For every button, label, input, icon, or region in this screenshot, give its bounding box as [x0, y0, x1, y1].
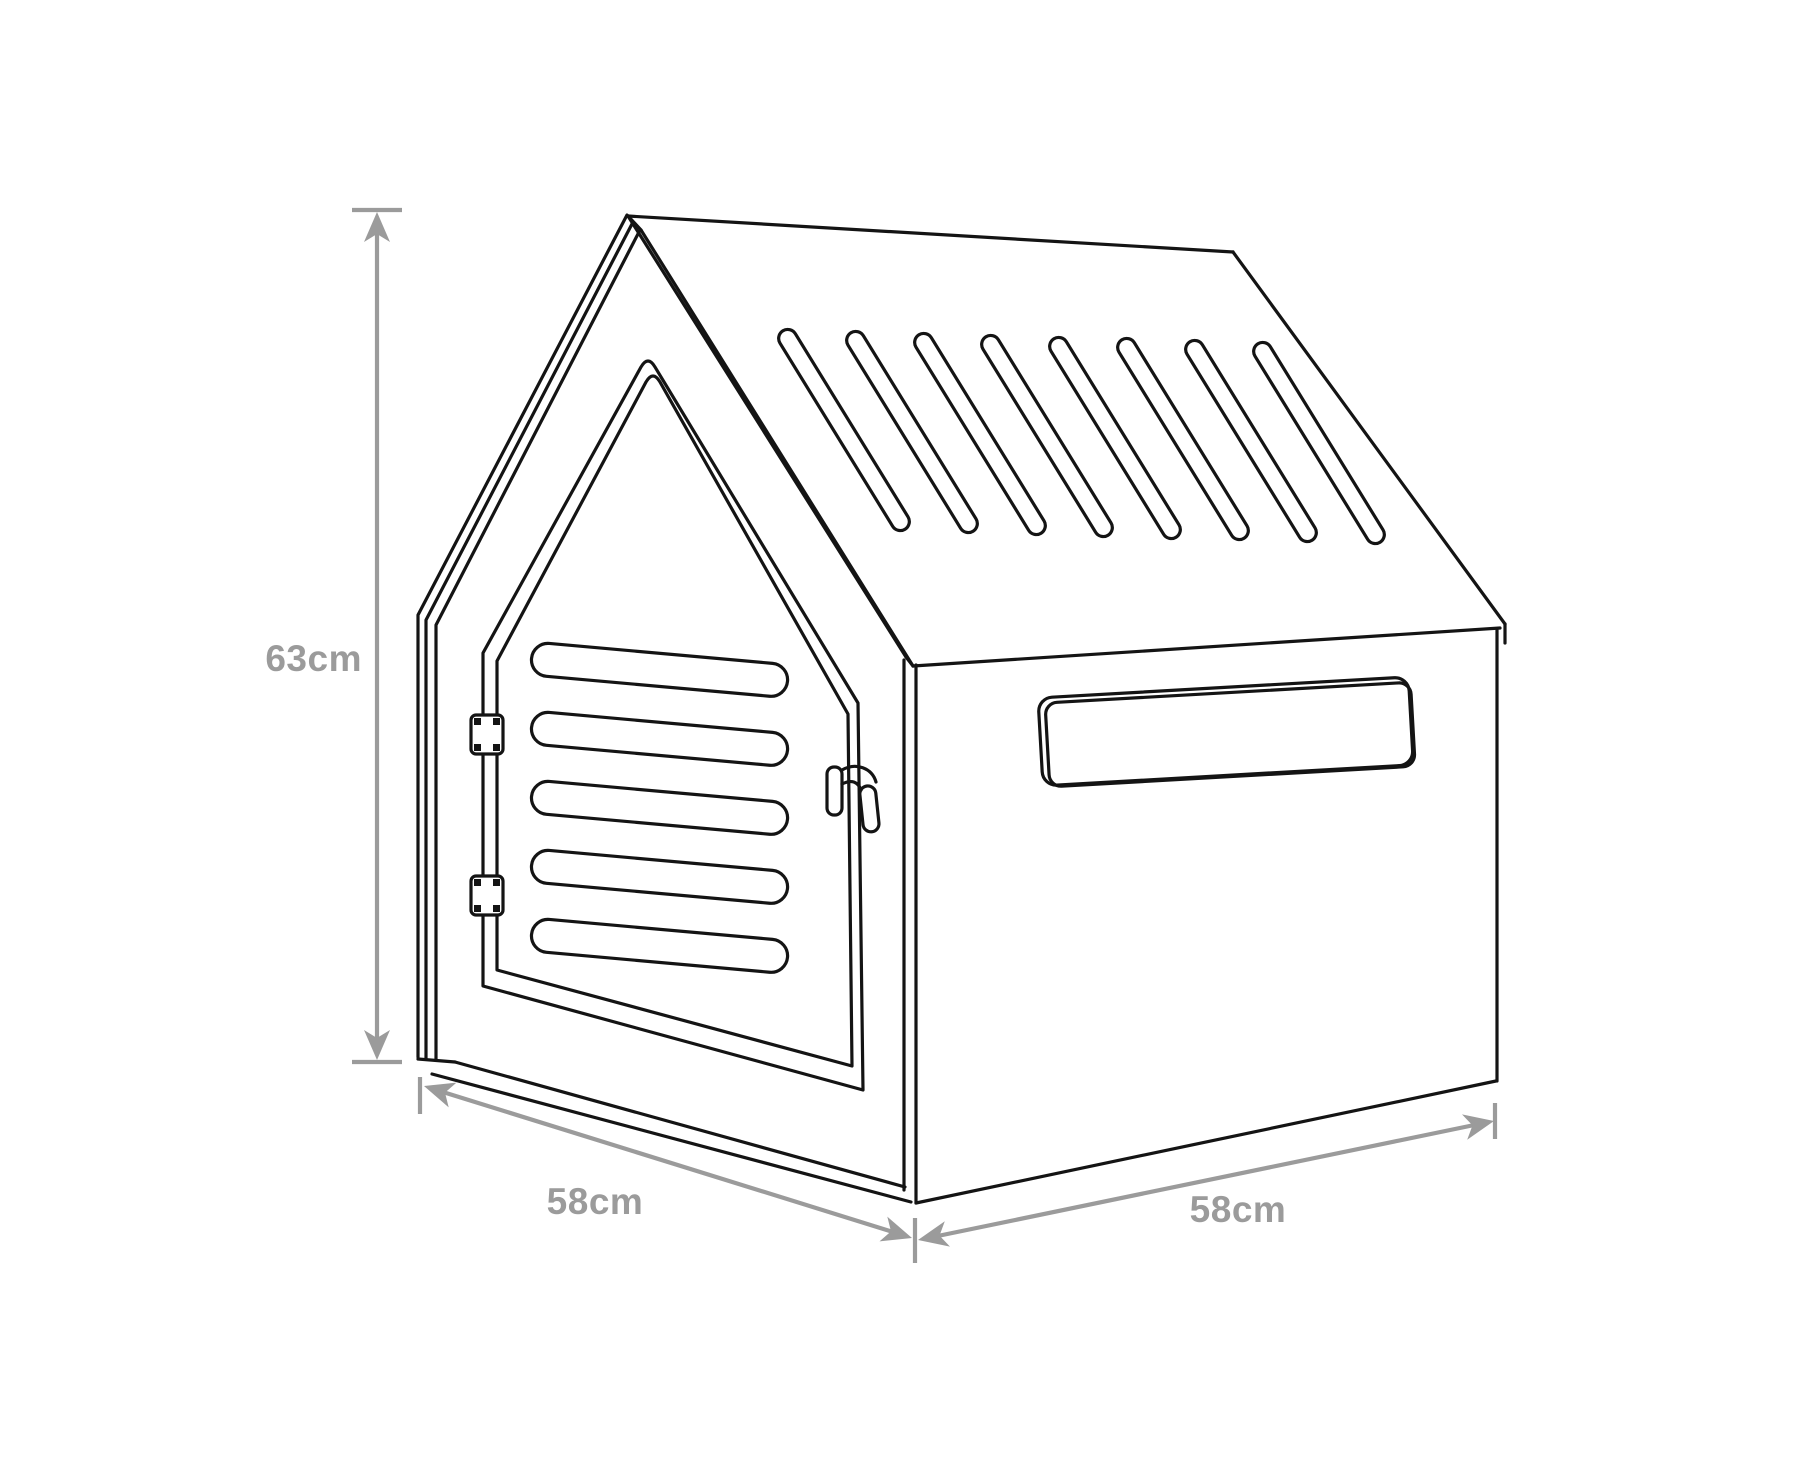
- hinge-screw: [493, 905, 500, 912]
- roof-vent-slot: [913, 331, 1047, 537]
- side-window: [1037, 676, 1417, 788]
- door-slat: [529, 779, 790, 836]
- door-hinge-bottom: [469, 874, 505, 917]
- roof-vent-slot: [1184, 338, 1318, 544]
- roof-vent-slot: [777, 327, 911, 533]
- hinge-screw: [493, 718, 500, 725]
- door-handle-hook: [825, 764, 881, 834]
- front-gable-wall: [416, 213, 918, 1205]
- handle-bridge-inner: [840, 779, 863, 792]
- roof-front-eave-inner: [639, 228, 915, 668]
- hinge-screw: [474, 744, 481, 751]
- roof: [626, 214, 1507, 668]
- door-slat: [529, 848, 790, 905]
- gable-left-edge-outer: [416, 213, 629, 1059]
- roof-vent-slot: [980, 333, 1114, 539]
- width-dimension-line: [429, 1085, 907, 1239]
- arrow-down-icon: [364, 1030, 390, 1060]
- door-hinge-top: [469, 713, 505, 756]
- door-opening-outline: [481, 359, 865, 1092]
- door-slat: [529, 917, 790, 974]
- side-wall-bottom-edge: [914, 1079, 1498, 1205]
- gable-bottom-step: [416, 1057, 457, 1064]
- roof-ridge-line: [626, 214, 1235, 254]
- arrow-down-right-icon: [879, 1216, 912, 1242]
- hinge-screw: [474, 718, 481, 725]
- door: [469, 374, 881, 1068]
- side-wall-top-edge: [911, 626, 1502, 668]
- roof-back-edge: [1231, 250, 1507, 626]
- dimension-front-width: 58cm: [417, 1077, 918, 1263]
- door-slats: [529, 641, 790, 974]
- door-slat: [529, 641, 790, 698]
- hinge-screw: [493, 879, 500, 886]
- gable-bottom-edge: [453, 1060, 907, 1189]
- arrow-up-left-icon: [424, 1082, 457, 1108]
- right-side-wall: [911, 626, 1502, 1205]
- depth-dimension-line: [927, 1120, 1485, 1241]
- hinge-screw: [493, 744, 500, 751]
- arrow-up-icon: [364, 212, 390, 242]
- handle-bridge-outer: [840, 764, 878, 784]
- roof-eave-corner: [904, 655, 915, 668]
- front-width-label: 58cm: [547, 1181, 644, 1222]
- height-label: 63cm: [265, 638, 362, 679]
- roof-vent-slot: [845, 329, 979, 535]
- roof-vent-slot: [1116, 336, 1250, 542]
- hinge-screw: [474, 879, 481, 886]
- dimension-height: 63cm: [265, 207, 402, 1065]
- arrow-up-right-icon: [1462, 1114, 1494, 1140]
- arrow-down-left-icon: [918, 1221, 950, 1247]
- handle-left-bar: [825, 765, 844, 817]
- hinge-screw: [474, 905, 481, 912]
- handle-prong: [858, 784, 881, 834]
- side-depth-label: 58cm: [1190, 1189, 1287, 1230]
- roof-vent-slot: [1252, 340, 1386, 546]
- door-slat: [529, 710, 790, 767]
- roof-vent-slot: [1048, 335, 1182, 541]
- gable-left-edge-inner: [434, 228, 642, 1062]
- gable-left-edge-mid: [424, 220, 635, 1060]
- side-window-inner: [1044, 681, 1417, 788]
- base-front-lip: [430, 1072, 913, 1204]
- roof-vent-slots: [777, 327, 1386, 546]
- roof-apex-cap: [626, 214, 643, 232]
- dimension-side-depth: 58cm: [918, 1103, 1498, 1247]
